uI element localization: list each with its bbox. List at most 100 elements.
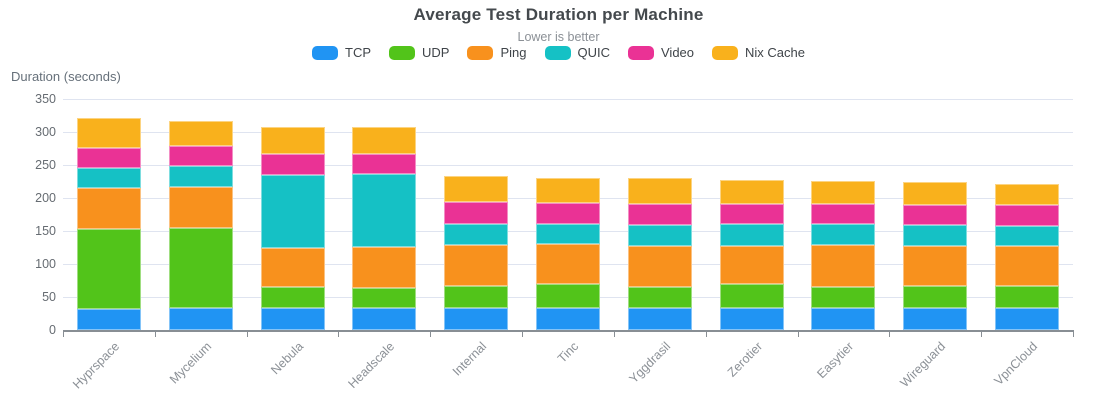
x-axis-tick [246, 332, 248, 337]
bar-segment-headscale-tcp[interactable] [352, 308, 417, 330]
bar-segment-headscale-video[interactable] [352, 153, 417, 175]
bar-segment-mycelium-tcp[interactable] [168, 308, 233, 330]
bar-segment-wireguard-udp[interactable] [903, 286, 968, 309]
bar-segment-wireguard-quic[interactable] [903, 225, 968, 247]
bar-segment-nebula-nix-cache[interactable] [260, 126, 325, 155]
bar-segment-tinc-quic[interactable] [536, 223, 600, 245]
bar-segment-vpncloud-video[interactable] [995, 205, 1060, 226]
bar-segment-mycelium-ping[interactable] [168, 187, 233, 228]
x-label-wireguard: Wireguard [897, 339, 949, 390]
bar-segment-headscale-nix-cache[interactable] [352, 127, 417, 154]
bar-segment-mycelium-udp[interactable] [168, 227, 233, 309]
bar-segment-wireguard-tcp[interactable] [903, 308, 968, 330]
bar-tinc [536, 64, 600, 330]
bar-segment-hyprspace-tcp[interactable] [76, 308, 141, 330]
x-axis-tick [430, 332, 432, 337]
bar-segment-hyprspace-nix-cache[interactable] [76, 118, 141, 148]
bar-internal [444, 64, 509, 330]
bar-segment-tinc-tcp[interactable] [536, 307, 600, 330]
y-tick-label-250: 250 [35, 158, 56, 172]
bar-vpncloud [995, 64, 1060, 330]
bar-segment-yggdrasil-ping[interactable] [627, 245, 692, 288]
bar-segment-headscale-ping[interactable] [352, 246, 417, 288]
bar-segment-tinc-video[interactable] [536, 203, 600, 224]
bar-segment-yggdrasil-video[interactable] [627, 203, 692, 226]
legend-item-ping[interactable]: Ping [467, 45, 527, 60]
bar-segment-vpncloud-quic[interactable] [995, 225, 1060, 247]
bar-segment-internal-video[interactable] [444, 201, 509, 225]
bar-segment-easytier-quic[interactable] [811, 224, 876, 245]
bar-segment-easytier-tcp[interactable] [811, 307, 876, 330]
legend-swatch-ping [467, 45, 494, 60]
x-label-headscale: Headscale [345, 339, 398, 391]
bar-segment-zerotier-tcp[interactable] [719, 307, 784, 330]
bar-segment-nebula-udp[interactable] [260, 287, 325, 309]
x-label-nebula: Nebula [267, 339, 306, 378]
bar-segment-zerotier-quic[interactable] [719, 224, 784, 246]
bar-segment-wireguard-nix-cache[interactable] [903, 181, 968, 206]
bar-segment-yggdrasil-quic[interactable] [627, 225, 692, 246]
bar-segment-easytier-udp[interactable] [811, 287, 876, 308]
x-axis-tick [889, 332, 891, 337]
bar-hyprspace [76, 64, 141, 330]
x-label-easytier: Easytier [814, 339, 857, 382]
x-axis-tick [338, 332, 340, 337]
bar-segment-zerotier-udp[interactable] [719, 284, 784, 308]
gridline-y-300 [63, 132, 1073, 133]
bar-segment-hyprspace-ping[interactable] [76, 188, 141, 230]
bar-segment-hyprspace-quic[interactable] [76, 167, 141, 189]
legend-item-tcp[interactable]: TCP [312, 45, 371, 60]
bar-segment-yggdrasil-tcp[interactable] [627, 308, 692, 330]
bar-segment-easytier-ping[interactable] [811, 244, 876, 288]
legend-label-tcp: TCP [345, 45, 372, 60]
bar-segment-internal-udp[interactable] [444, 285, 509, 309]
bar-segment-mycelium-quic[interactable] [168, 166, 233, 188]
bar-segment-zerotier-nix-cache[interactable] [719, 179, 784, 204]
x-axis-tick [705, 332, 707, 337]
x-axis-tick [522, 332, 524, 337]
bar-segment-internal-nix-cache[interactable] [444, 176, 509, 202]
bar-segment-internal-quic[interactable] [444, 224, 509, 245]
bar-segment-easytier-nix-cache[interactable] [811, 180, 876, 204]
bar-segment-tinc-nix-cache[interactable] [536, 177, 600, 204]
x-label-mycelium: Mycelium [166, 339, 214, 387]
bar-segment-internal-tcp[interactable] [444, 308, 509, 330]
bar-segment-vpncloud-ping[interactable] [995, 246, 1060, 286]
legend-swatch-udp [389, 45, 416, 60]
bar-zerotier [719, 64, 784, 330]
bar-wireguard [903, 64, 968, 330]
bar-segment-headscale-quic[interactable] [352, 174, 417, 247]
bar-segment-internal-ping[interactable] [444, 244, 509, 286]
bar-segment-nebula-ping[interactable] [260, 247, 325, 288]
bar-mycelium [168, 64, 233, 330]
bar-segment-nebula-quic[interactable] [260, 174, 325, 248]
bar-segment-easytier-video[interactable] [811, 203, 876, 225]
legend-item-video[interactable]: Video [628, 45, 694, 60]
bar-nebula [260, 64, 325, 330]
bar-segment-nebula-tcp[interactable] [260, 308, 325, 330]
bar-segment-hyprspace-video[interactable] [76, 147, 141, 168]
y-tick-label-150: 150 [35, 224, 56, 238]
bar-segment-wireguard-video[interactable] [903, 205, 968, 226]
bar-segment-tinc-ping[interactable] [536, 244, 600, 284]
legend-label-quic: QUIC [577, 45, 611, 60]
bar-segment-zerotier-video[interactable] [719, 203, 784, 225]
bar-segment-zerotier-ping[interactable] [719, 245, 784, 285]
bar-segment-yggdrasil-udp[interactable] [627, 287, 692, 309]
bar-segment-hyprspace-udp[interactable] [76, 229, 141, 309]
bar-segment-vpncloud-udp[interactable] [995, 285, 1060, 309]
bar-segment-tinc-udp[interactable] [536, 283, 600, 308]
legend-item-udp[interactable]: UDP [389, 45, 449, 60]
bar-segment-nebula-video[interactable] [260, 154, 325, 175]
bar-segment-wireguard-ping[interactable] [903, 246, 968, 287]
bar-segment-mycelium-nix-cache[interactable] [168, 121, 233, 146]
bar-segment-mycelium-video[interactable] [168, 145, 233, 167]
bar-segment-vpncloud-nix-cache[interactable] [995, 183, 1060, 206]
bar-segment-vpncloud-tcp[interactable] [995, 308, 1060, 330]
legend-item-quic[interactable]: QUIC [544, 45, 611, 60]
bar-segment-headscale-udp[interactable] [352, 287, 417, 309]
legend-item-nix-cache[interactable]: Nix Cache [712, 45, 805, 60]
chart-title: Average Test Duration per Machine [413, 5, 704, 24]
bar-segment-yggdrasil-nix-cache[interactable] [627, 178, 692, 204]
y-tick-label-350: 350 [35, 92, 56, 106]
